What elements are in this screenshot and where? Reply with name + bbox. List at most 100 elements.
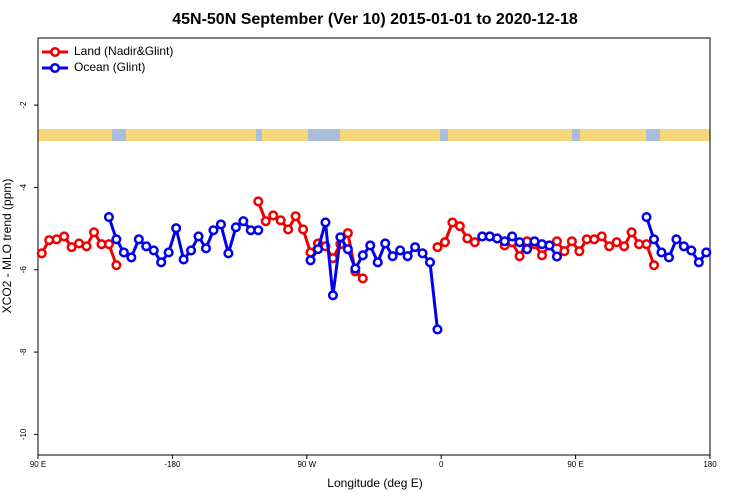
point: [656, 247, 667, 258]
point: [447, 217, 458, 228]
point: [103, 212, 114, 223]
point: [357, 250, 368, 261]
point: [312, 244, 324, 255]
x-tick-label: 90 E: [567, 460, 583, 469]
legend-label: Land (Nadir&Glint): [74, 44, 173, 58]
point: [514, 251, 525, 262]
point: [387, 251, 398, 262]
point: [103, 239, 114, 250]
point: [357, 273, 368, 284]
point: [648, 260, 660, 271]
point: [596, 231, 607, 242]
point: [118, 247, 129, 258]
point: [678, 241, 689, 252]
legend-label: Ocean (Glint): [74, 60, 145, 74]
point: [604, 241, 615, 252]
point: [238, 216, 249, 227]
point: [88, 227, 100, 238]
point: [171, 223, 182, 234]
x-tick-label: 90 E: [30, 460, 46, 469]
x-tick-label: 90 W: [297, 460, 316, 469]
point: [275, 215, 286, 226]
point: [417, 248, 428, 259]
point: [327, 290, 338, 301]
chart-title: 45N-50N September (Ver 10) 2015-01-01 to…: [172, 11, 578, 28]
point: [111, 260, 122, 271]
point: [410, 242, 421, 253]
point: [253, 196, 264, 207]
point: [111, 234, 122, 245]
point: [641, 212, 652, 223]
point: [566, 236, 577, 247]
point: [686, 245, 697, 256]
point: [290, 211, 301, 222]
point: [141, 241, 152, 252]
point: [380, 238, 391, 249]
x-tick-label: -180: [164, 460, 181, 469]
point: [200, 243, 212, 254]
y-axis-label: XCO2 - MLO trend (ppm): [0, 179, 14, 314]
point: [469, 237, 480, 248]
point: [544, 240, 555, 251]
point: [350, 263, 361, 274]
point: [342, 228, 353, 239]
point: [619, 241, 630, 252]
point: [395, 245, 406, 256]
point: [522, 244, 533, 255]
point: [178, 254, 189, 265]
point: [148, 245, 159, 256]
point: [626, 227, 637, 238]
point: [462, 233, 473, 244]
point: [283, 224, 294, 235]
point: [268, 210, 279, 221]
point: [59, 231, 70, 242]
point: [335, 232, 346, 243]
point: [156, 257, 167, 268]
point: [126, 252, 137, 263]
y-tick-label: -8: [19, 348, 28, 356]
point: [641, 239, 652, 250]
point: [186, 245, 197, 256]
point: [320, 217, 331, 228]
point: [215, 219, 226, 230]
plot-frame: [37, 37, 711, 456]
map-strip: [38, 129, 710, 141]
point: [671, 234, 682, 245]
point: [439, 237, 450, 248]
point: [260, 216, 271, 227]
y-tick-label: -2: [19, 101, 28, 109]
point: [253, 225, 264, 236]
point: [298, 224, 309, 235]
point: [507, 231, 518, 242]
point: [701, 247, 712, 258]
point: [424, 257, 436, 268]
point: [133, 234, 144, 245]
point: [365, 240, 376, 251]
point: [402, 251, 413, 262]
point: [611, 237, 622, 248]
y-tick-label: -6: [19, 266, 28, 274]
point: [66, 242, 77, 253]
x-tick-label: 0: [439, 460, 444, 469]
legend-marker: [49, 62, 61, 74]
point: [559, 246, 570, 257]
point: [514, 237, 525, 248]
point: [432, 324, 443, 335]
point: [536, 250, 548, 261]
series-line: [40, 200, 656, 280]
point: [342, 244, 353, 255]
point: [230, 222, 241, 233]
point: [36, 248, 47, 259]
point: [193, 231, 204, 242]
y-tick-label: -4: [19, 183, 28, 191]
point: [648, 234, 660, 245]
legend-marker: [49, 46, 61, 58]
y-tick-label: -10: [19, 428, 28, 440]
point: [81, 241, 92, 252]
point: [551, 236, 562, 247]
point: [551, 251, 562, 262]
point: [693, 257, 704, 268]
x-axis-label: Longitude (deg E): [327, 476, 422, 490]
point: [208, 225, 219, 236]
